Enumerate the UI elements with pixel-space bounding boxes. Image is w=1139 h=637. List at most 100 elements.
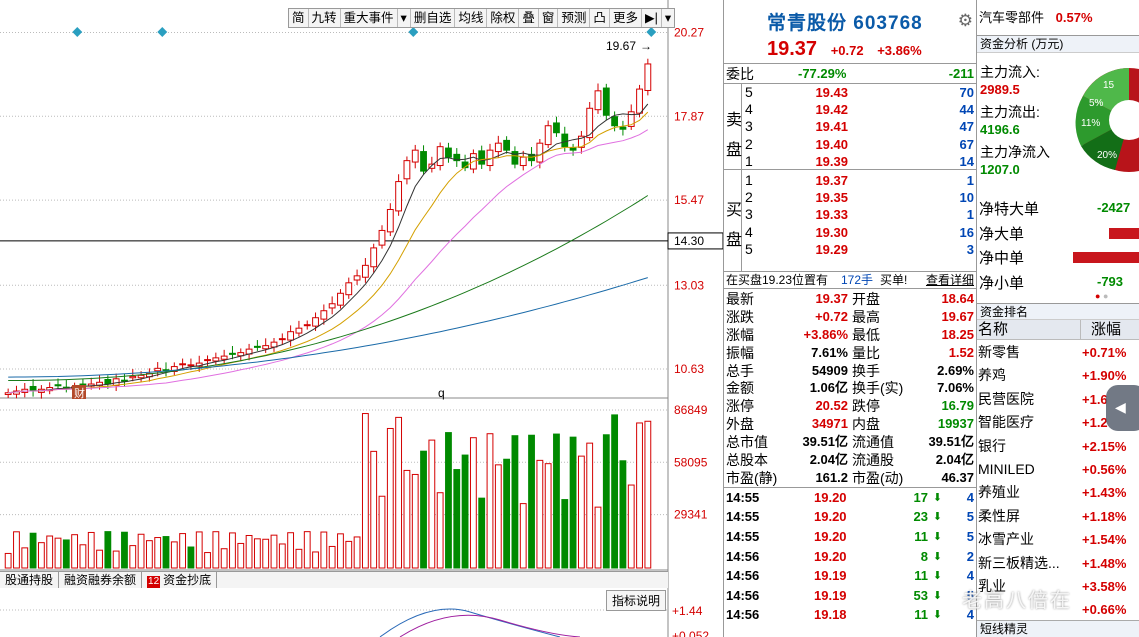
pager-dots[interactable]: ● ● (1095, 291, 1109, 301)
volume-bar (220, 548, 228, 569)
tick-list[interactable]: 14:55 19.20 17 ⬇ 4 14:55 19.20 23 ⬇ 5 14:55 19.20 11… (724, 488, 976, 625)
bids-row[interactable]: 1 19.37 1 (724, 172, 976, 189)
rank-row[interactable]: 柔性屏 +1.18% (977, 505, 1139, 529)
tick-volume: 23 (913, 509, 928, 525)
indicator-tab-2[interactable]: 12 资金抄底 (142, 572, 218, 588)
bids-row[interactable]: 3 19.33 1 (724, 206, 976, 223)
gear-icon[interactable]: ⚙ (957, 11, 973, 30)
asks-level: 4 (745, 101, 753, 118)
event-marker-icon (72, 27, 83, 37)
tick-row[interactable]: 14:56 19.19 53 ⬇ 5 (724, 586, 976, 606)
tick-count: 4 (966, 489, 974, 505)
bids-row[interactable]: 5 19.29 3 (724, 241, 976, 258)
toolbar-button-4[interactable]: 删自选 (411, 9, 456, 27)
quote-panel: 常青股份 603768 ⚙ 19.37 +0.72 +3.86% 委比 -77.… (723, 0, 977, 637)
volume-bar (494, 464, 502, 569)
tick-row[interactable]: 14:55 19.20 17 ⬇ 4 (724, 488, 976, 508)
weibi-pct: -77.29% (798, 66, 847, 81)
bids-price: 19.35 (815, 190, 848, 206)
toolbar-button-13[interactable]: ▾ (664, 11, 672, 25)
toolbar-button-9[interactable]: 预测 (558, 9, 591, 27)
rank-row[interactable]: 养鸡 +1.90% (977, 364, 1139, 388)
toolbar-button-8[interactable]: 窗 (539, 9, 559, 27)
stat-value: +0.72 (815, 308, 848, 324)
stats-table: 最新 19.37 开盘 18.64 涨跌 +0.72 最高 19.67 涨幅 +3.86% 最低 18… (724, 289, 976, 488)
stat-value: 16.79 (941, 398, 974, 414)
stat-label: 市盈(静) (726, 469, 778, 486)
asks-row[interactable]: 1 19.39 14 (724, 153, 976, 170)
rank-row[interactable]: 智能医疗 +1.2 (977, 411, 1139, 435)
asks-row[interactable]: 4 19.42 44 (724, 101, 976, 118)
rank-row[interactable]: 民营医院 +1.6 (977, 388, 1139, 412)
stat-value: 20.52 (815, 398, 848, 414)
stat-value: 18.25 (941, 326, 974, 342)
volume-bar (79, 544, 87, 569)
toolbar-button-2[interactable]: 重大事件 (341, 9, 398, 27)
volume-bar (511, 435, 519, 569)
toolbar-button-6[interactable]: 除权 (487, 9, 520, 27)
ask-book: 卖 盘 5 19.43 70 4 19.42 44 3 19.41 47 2 19.40 67 1 19.… (724, 84, 976, 170)
stat-row: 金额 1.06亿 换手(实) 7.06% (724, 379, 976, 397)
price-axis-label: 14.30 (674, 234, 704, 248)
stat-label: 换手 (852, 362, 880, 379)
tick-price: 19.20 (814, 509, 847, 525)
big-order-info[interactable]: 在买盘19.23位置有 172手 买单! 查看详细 (724, 272, 976, 289)
bids-row[interactable]: 2 19.35 10 (724, 189, 976, 206)
bids-level: 4 (745, 223, 753, 240)
rank-row[interactable]: 银行 +2.15% (977, 435, 1139, 459)
stat-row: 总股本 2.04亿 流通股 2.04亿 (724, 451, 976, 469)
rank-row[interactable]: 新零售 +0.71% (977, 341, 1139, 365)
rank-row[interactable]: 乳业 +3.58% (977, 575, 1139, 599)
bid-book: 买 盘 1 19.37 1 2 19.35 10 3 19.33 1 4 19.30 16 5 19.29… (724, 170, 976, 272)
net-label: 净大单 (979, 225, 1025, 243)
stat-row: 最新 19.37 开盘 18.64 (724, 290, 976, 308)
net-value: -793 (1097, 273, 1124, 289)
stat-value: 54909 (811, 362, 848, 378)
sector-row[interactable]: 汽车零部件 0.57% (977, 0, 1139, 36)
indicator-tab-0[interactable]: 股通持股 (0, 572, 60, 588)
tick-row[interactable]: 14:56 19.20 8 ⬇ 2 (724, 547, 976, 567)
candle-body (644, 63, 652, 91)
stat-label: 总市值 (726, 434, 768, 451)
kline-svg[interactable]: 20.27 17.87 15.47 14.30 13.03 10.63 19.67 → 财 q 86… (0, 0, 723, 637)
asks-row[interactable]: 2 19.40 67 (724, 136, 976, 153)
toolbar-button-0[interactable]: 简 (289, 9, 309, 27)
asks-row[interactable]: 3 19.41 47 (724, 118, 976, 135)
event-marker-icon (157, 27, 168, 37)
stat-label: 最高 (852, 308, 880, 325)
toolbar-button-10[interactable]: 凸 (590, 9, 610, 27)
tick-row[interactable]: 14:55 19.20 23 ⬇ 5 (724, 507, 976, 527)
bids-row[interactable]: 4 19.30 16 (724, 224, 976, 241)
stat-row: 市盈(静) 161.2 市盈(动) 46.37 (724, 469, 976, 487)
rank-row[interactable]: 新三板精选... +1.48% (977, 552, 1139, 576)
rank-header-name[interactable]: 名称 (978, 321, 1009, 338)
tick-row[interactable]: 14:56 19.19 11 ⬇ 4 (724, 566, 976, 586)
asks-level: 3 (745, 118, 753, 135)
rank-row[interactable]: 养殖业 +1.43% (977, 481, 1139, 505)
toolbar-button-3[interactable]: ▾ (398, 9, 411, 27)
rank-row[interactable]: MINILED +0.56% (977, 458, 1139, 482)
candle-body (569, 147, 577, 151)
floating-toggle-button[interactable]: ◀ (1106, 385, 1139, 431)
bids-price: 19.33 (815, 207, 848, 223)
rank-row[interactable]: +0.66% (977, 598, 1139, 622)
asks-row[interactable]: 5 19.43 70 (724, 84, 976, 101)
view-detail-link[interactable]: 查看详细 (925, 273, 974, 287)
short-line-title[interactable]: 短线精灵 (977, 620, 1139, 637)
toolbar-button-1[interactable]: 九转 (309, 9, 341, 27)
toolbar-button-11[interactable]: 更多 (610, 9, 642, 27)
stat-value: 2.69% (937, 362, 974, 378)
volume-bar (71, 534, 79, 569)
toolbar-button-5[interactable]: 均线 (455, 9, 488, 27)
volume-bar (337, 533, 344, 569)
toolbar-button-7[interactable]: 叠 (519, 9, 539, 27)
toolbar-button-12[interactable]: ▶| (642, 9, 662, 27)
volume-bar (503, 458, 511, 569)
tick-row[interactable]: 14:55 19.20 11 ⬇ 5 (724, 527, 976, 547)
indicator-help-button[interactable]: 指标说明 (606, 590, 667, 611)
indicator-tab-1[interactable]: 融资融券余额 (59, 572, 143, 588)
rank-row[interactable]: 冰雪产业 +1.54% (977, 528, 1139, 552)
rank-header-pct[interactable]: 涨幅 (1080, 320, 1121, 340)
tick-row[interactable]: 14:56 19.18 11 ⬇ 4 (724, 605, 976, 625)
kline-chart-area[interactable]: 20.27 17.87 15.47 14.30 13.03 10.63 19.67 → 财 q 86… (0, 0, 723, 637)
